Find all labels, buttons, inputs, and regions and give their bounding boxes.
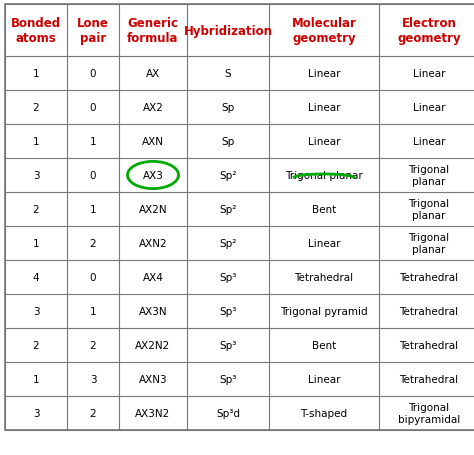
Text: 2: 2 [33,103,39,113]
Text: Linear: Linear [308,103,340,113]
Text: Linear: Linear [308,69,340,79]
Text: Linear: Linear [308,374,340,384]
Text: 1: 1 [90,205,96,214]
Text: Linear: Linear [413,103,445,113]
Text: AX2N: AX2N [139,205,167,214]
Text: 0: 0 [90,171,96,181]
Text: AX3: AX3 [143,171,164,181]
Text: AX: AX [146,69,160,79]
Text: Linear: Linear [308,238,340,248]
Text: 2: 2 [90,340,96,350]
Text: Tetrahedral: Tetrahedral [400,374,458,384]
Text: AXN3: AXN3 [139,374,167,384]
Text: Linear: Linear [413,136,445,147]
Text: S: S [225,69,231,79]
Text: 1: 1 [33,374,39,384]
Text: Sp³d: Sp³d [216,408,240,418]
Text: Sp²: Sp² [219,205,237,214]
Text: Linear: Linear [413,69,445,79]
Text: Bent: Bent [312,340,336,350]
Text: Sp²: Sp² [219,238,237,248]
Text: 1: 1 [33,136,39,147]
Text: Sp³: Sp³ [219,273,237,283]
Text: AX4: AX4 [143,273,164,283]
Text: Trigonal planar: Trigonal planar [285,171,363,181]
Text: Linear: Linear [308,136,340,147]
Text: 1: 1 [33,238,39,248]
Text: 0: 0 [90,103,96,113]
Text: 1: 1 [90,136,96,147]
Text: Tetrahedral: Tetrahedral [400,273,458,283]
Text: Tetrahedral: Tetrahedral [400,340,458,350]
Text: Sp³: Sp³ [219,340,237,350]
Text: 3: 3 [33,171,39,181]
Text: Molecular
geometry: Molecular geometry [292,17,356,45]
Text: Hybridization: Hybridization [183,25,273,37]
Text: 1: 1 [33,69,39,79]
Text: 1: 1 [90,306,96,316]
Text: Trigonal
planar: Trigonal planar [409,233,449,254]
Text: AX2N2: AX2N2 [136,340,171,350]
Text: Trigonal
planar: Trigonal planar [409,165,449,187]
Text: 2: 2 [33,205,39,214]
Text: Generic
formula: Generic formula [127,17,179,45]
Text: 3: 3 [33,306,39,316]
Text: Trigonal
bipyramidal: Trigonal bipyramidal [398,402,460,424]
Text: Sp²: Sp² [219,171,237,181]
Text: Trigonal pyramid: Trigonal pyramid [280,306,368,316]
Text: Bent: Bent [312,205,336,214]
Text: 4: 4 [33,273,39,283]
Text: AX3N2: AX3N2 [136,408,171,418]
Text: 2: 2 [90,238,96,248]
Text: AXN: AXN [142,136,164,147]
Text: AX3N: AX3N [139,306,167,316]
Text: Electron
geometry: Electron geometry [397,17,461,45]
Text: Sp: Sp [221,136,235,147]
Text: Sp: Sp [221,103,235,113]
Text: 3: 3 [33,408,39,418]
Text: Sp³: Sp³ [219,374,237,384]
Text: 2: 2 [33,340,39,350]
Text: 0: 0 [90,69,96,79]
Text: Bonded
atoms: Bonded atoms [11,17,61,45]
Text: 3: 3 [90,374,96,384]
Text: Lone
pair: Lone pair [77,17,109,45]
Text: 2: 2 [90,408,96,418]
Text: 0: 0 [90,273,96,283]
Text: T-shaped: T-shaped [301,408,347,418]
Text: Tetrahedral: Tetrahedral [400,306,458,316]
Text: Trigonal
planar: Trigonal planar [409,199,449,220]
Text: AXN2: AXN2 [139,238,167,248]
Text: AX2: AX2 [143,103,164,113]
Text: Sp³: Sp³ [219,306,237,316]
Text: Tetrahedral: Tetrahedral [294,273,354,283]
